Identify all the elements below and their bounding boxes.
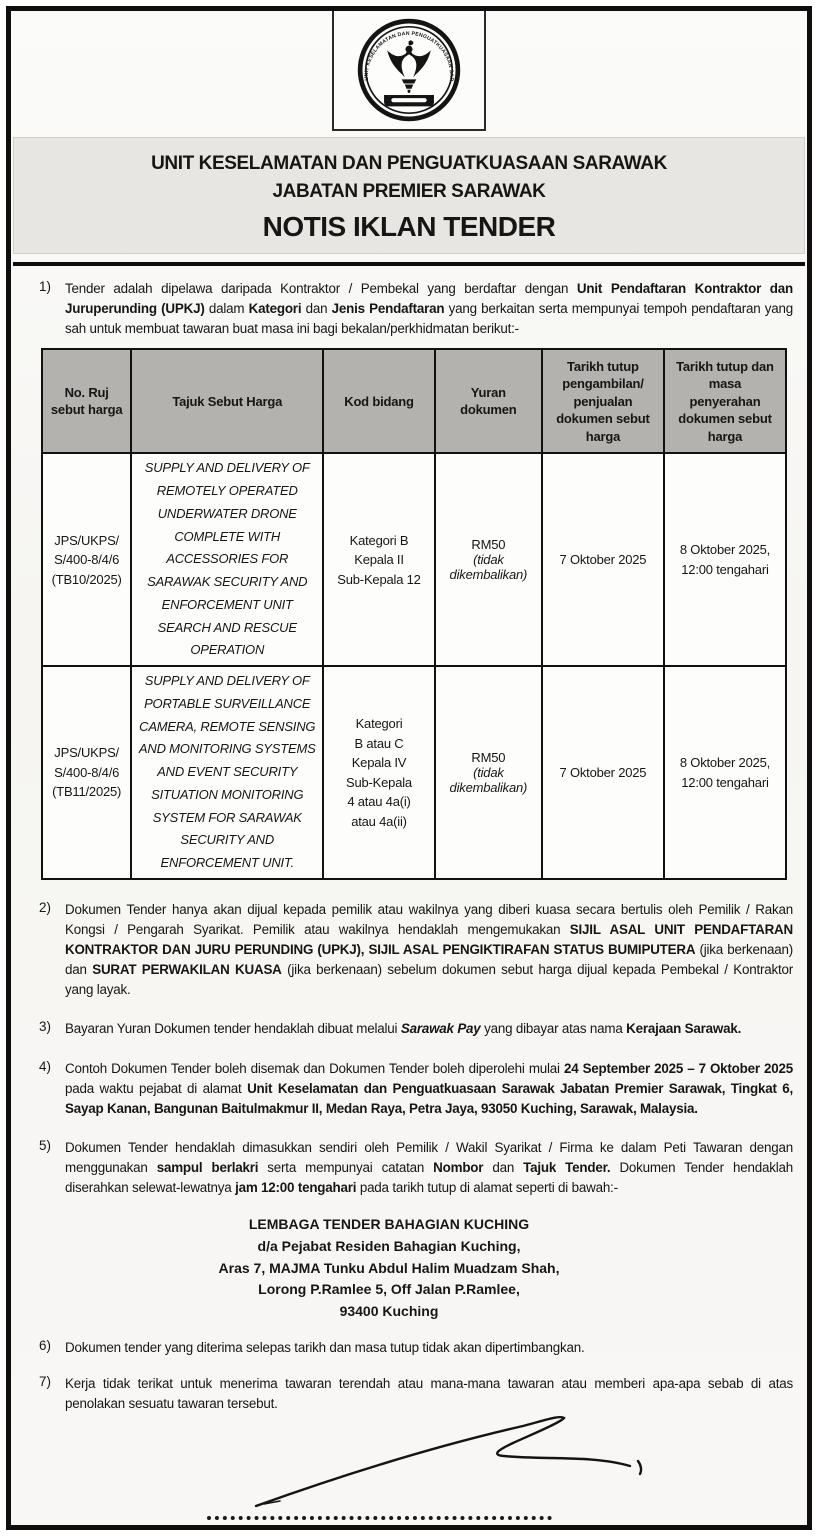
hornbill-icon [387, 50, 431, 78]
clause-2: 2) Dokumen Tender hanya akan dijual kepa… [23, 900, 795, 1001]
signatory-name: ( Haji Abdul Wahab Bin Haji Rahim ) [23, 1527, 735, 1530]
clause-2-number: 2) [39, 899, 51, 915]
document-title: NOTIS IKLAN TENDER [262, 211, 556, 243]
fee-note: (tidak dikembalikan) [449, 765, 528, 796]
signature-block: ( Haji Abdul Wahab Bin Haji Rahim ) Peng… [23, 1415, 795, 1530]
crest-ornament [401, 79, 417, 93]
address-line-2: d/a Pejabat Residen Bahagian Kuching, [257, 1237, 521, 1254]
signature-dotted-line [206, 1514, 552, 1520]
tender-box-address: LEMBAGA TENDER BAHAGIAN KUCHING d/a Peja… [23, 1214, 755, 1322]
col-header-kod-bidang: Kod bidang [322, 348, 436, 455]
clause-5: 5) Dokumen Tender hendaklah dimasukkan s… [23, 1138, 795, 1198]
col-header-ref: No. Ruj sebut harga [40, 348, 133, 455]
fee-cell: RM50 (tidak dikembalikan) [433, 452, 543, 668]
title-cell: SUPPLY AND DELIVERY OF PORTABLE SURVEILL… [130, 665, 325, 880]
clause-3-text: Bayaran Yuran Dokumen tender hendaklah d… [65, 1021, 742, 1037]
clause-3-number: 3) [39, 1019, 51, 1035]
sale-close-cell: 7 Oktober 2025 [540, 452, 665, 668]
logo-box: UNIT KESELAMATAN DAN PENGUATKUASAAN SARA… [332, 11, 486, 131]
col-header-submit-close: Tarikh tutup dan masa penyerahan dokumen… [662, 348, 788, 455]
org-name-line1: UNIT KESELAMATAN DAN PENGUATKUASAAN SARA… [151, 153, 667, 174]
clause-5-number: 5) [39, 1137, 51, 1153]
address-line-3: Aras 7, MAJMA Tunku Abdul Halim Muadzam … [218, 1259, 560, 1276]
clause-6-text: Dokumen tender yang diterima selepas tar… [65, 1339, 585, 1355]
fee-amount: RM50 [471, 537, 506, 553]
tender-table: No. Ruj sebut harga Tajuk Sebut Harga Ko… [40, 348, 788, 880]
hornbill-casque [408, 40, 414, 46]
document-body: 1) Tender adalah dipelawa daripada Kontr… [11, 279, 807, 1530]
ref-cell: JPS/UKPS/ S/400-8/4/6 (TB11/2025) [40, 665, 133, 880]
col-header-title: Tajuk Sebut Harga [130, 348, 325, 455]
fee-cell: RM50 (tidak dikembalikan) [433, 665, 543, 880]
table-row-tb10: JPS/UKPS/ S/400-8/4/6 (TB10/2025) SUPPLY… [40, 452, 788, 668]
handwritten-signature [254, 1415, 643, 1508]
submit-close-cell: 8 Oktober 2025, 12:00 tengahari [662, 665, 788, 880]
tender-notice-page: UNIT KESELAMATAN DAN PENGUATKUASAAN SARA… [6, 6, 812, 1530]
clause-6-number: 6) [39, 1337, 51, 1353]
clause-2-text: Dokumen Tender hanya akan dijual kepada … [65, 901, 794, 998]
clause-7-number: 7) [39, 1373, 51, 1389]
clause-7: 7) Kerja tidak terikat untuk menerima ta… [23, 1374, 795, 1414]
kod-bidang-cell: Kategori B atau C Kepala IV Sub-Kepala 4… [322, 665, 436, 880]
clause-1: 1) Tender adalah dipelawa daripada Kontr… [23, 279, 795, 339]
submit-close-cell: 8 Oktober 2025, 12:00 tengahari [662, 452, 788, 668]
hornbill-head [405, 45, 413, 53]
table-row-tb11: JPS/UKPS/ S/400-8/4/6 (TB11/2025) SUPPLY… [40, 665, 788, 880]
address-line-4: Lorong P.Ramlee 5, Off Jalan P.Ramlee, [258, 1281, 520, 1298]
address-line-1: LEMBAGA TENDER BAHAGIAN KUCHING [248, 1216, 530, 1233]
kod-bidang-cell: Kategori B Kepala II Sub-Kepala 12 [322, 452, 436, 668]
sale-close-cell: 7 Oktober 2025 [540, 665, 665, 880]
tender-table-header-row: No. Ruj sebut harga Tajuk Sebut Harga Ko… [40, 348, 788, 455]
clause-5-text: Dokumen Tender hendaklah dimasukkan send… [65, 1139, 793, 1196]
fee-note: (tidak dikembalikan) [449, 552, 528, 583]
clause-3: 3) Bayaran Yuran Dokumen tender hendakla… [23, 1019, 795, 1039]
clause-7-text: Kerja tidak terikat untuk menerima tawar… [65, 1375, 793, 1411]
ref-cell: JPS/UKPS/ S/400-8/4/6 (TB10/2025) [40, 452, 133, 668]
clause-4: 4) Contoh Dokumen Tender boleh disemak d… [23, 1059, 795, 1119]
crest-banner-slot [391, 98, 427, 103]
col-header-fee: Yuran dokumen [433, 348, 543, 455]
fee-amount: RM50 [471, 750, 506, 766]
clause-1-number: 1) [39, 279, 51, 295]
title-cell: SUPPLY AND DELIVERY OF REMOTELY OPERATED… [130, 452, 325, 668]
clause-1-text: Tender adalah dipelawa daripada Kontrakt… [65, 281, 793, 337]
clause-4-text: Contoh Dokumen Tender boleh disemak dan … [65, 1060, 794, 1116]
clause-4-number: 4) [39, 1058, 51, 1074]
col-header-sale-close: Tarikh tutup pengambilan/ penjualan doku… [540, 348, 665, 455]
agency-crest-icon: UNIT KESELAMATAN DAN PENGUATKUASAAN SARA… [357, 18, 461, 122]
org-name-line2: JABATAN PREMIER SARAWAK [272, 180, 546, 202]
header-divider [13, 262, 805, 267]
address-line-5: 93400 Kuching [339, 1302, 439, 1319]
clause-6: 6) Dokumen tender yang diterima selepas … [23, 1338, 795, 1358]
document-header: UNIT KESELAMATAN DAN PENGUATKUASAAN SARA… [13, 137, 805, 255]
signatory: ( Haji Abdul Wahab Bin Haji Rahim ) Peng… [23, 1514, 735, 1530]
